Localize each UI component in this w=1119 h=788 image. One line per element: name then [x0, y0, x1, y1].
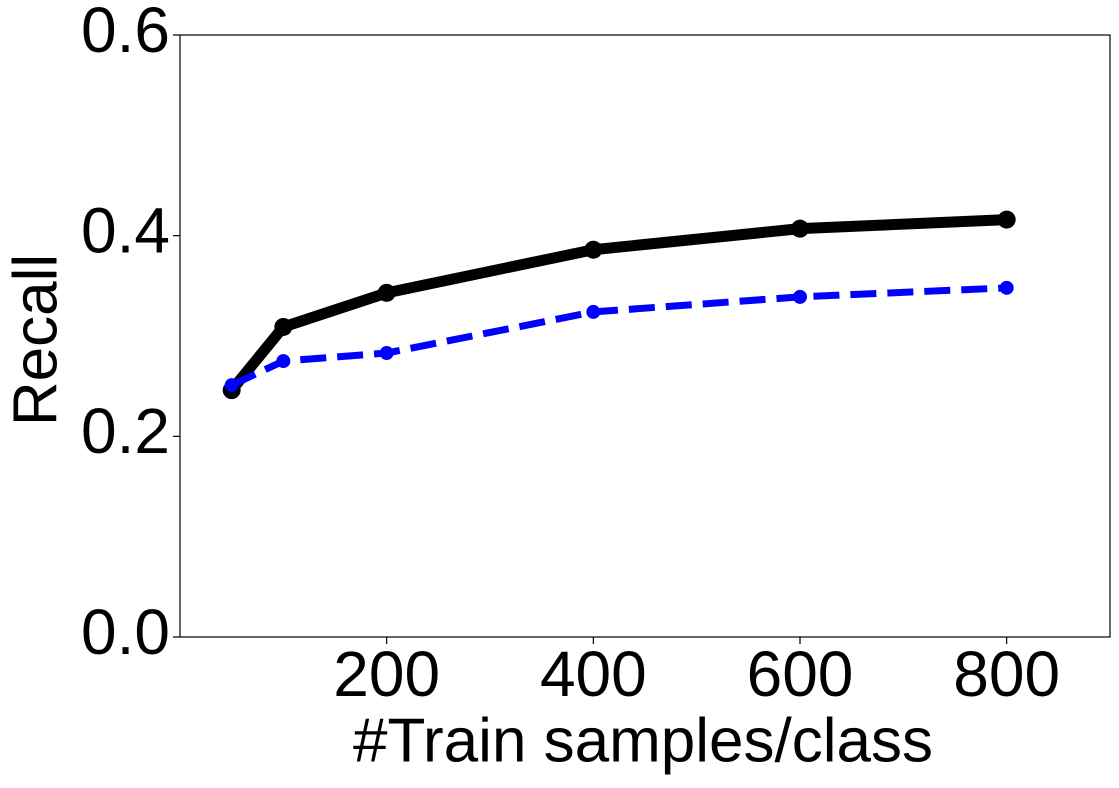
point: [999, 280, 1014, 295]
point: [379, 346, 394, 361]
point: [791, 219, 809, 238]
point: [584, 240, 603, 259]
series-line: [230, 284, 1007, 389]
series-line: [227, 214, 1007, 394]
point: [276, 354, 291, 369]
x-tick-label: 800: [953, 638, 1060, 710]
point: [224, 378, 239, 393]
y-tick-label: 0.4: [81, 195, 170, 267]
point: [377, 283, 396, 302]
x-tick-label: 200: [333, 638, 440, 710]
x-tick-label: 600: [747, 638, 854, 710]
x-tick-label: 400: [540, 638, 647, 710]
point: [793, 289, 807, 304]
point: [586, 304, 601, 319]
y-axis-label: Recall: [1, 254, 70, 426]
y-tick-label: 0.2: [81, 395, 170, 467]
x-axis-label: #Train samples/class: [353, 706, 933, 775]
point: [997, 210, 1016, 229]
plot-frame: [179, 34, 1111, 638]
y-tick-label: 0.0: [81, 596, 170, 668]
point: [274, 317, 293, 336]
y-tick-label: 0.6: [81, 0, 170, 66]
